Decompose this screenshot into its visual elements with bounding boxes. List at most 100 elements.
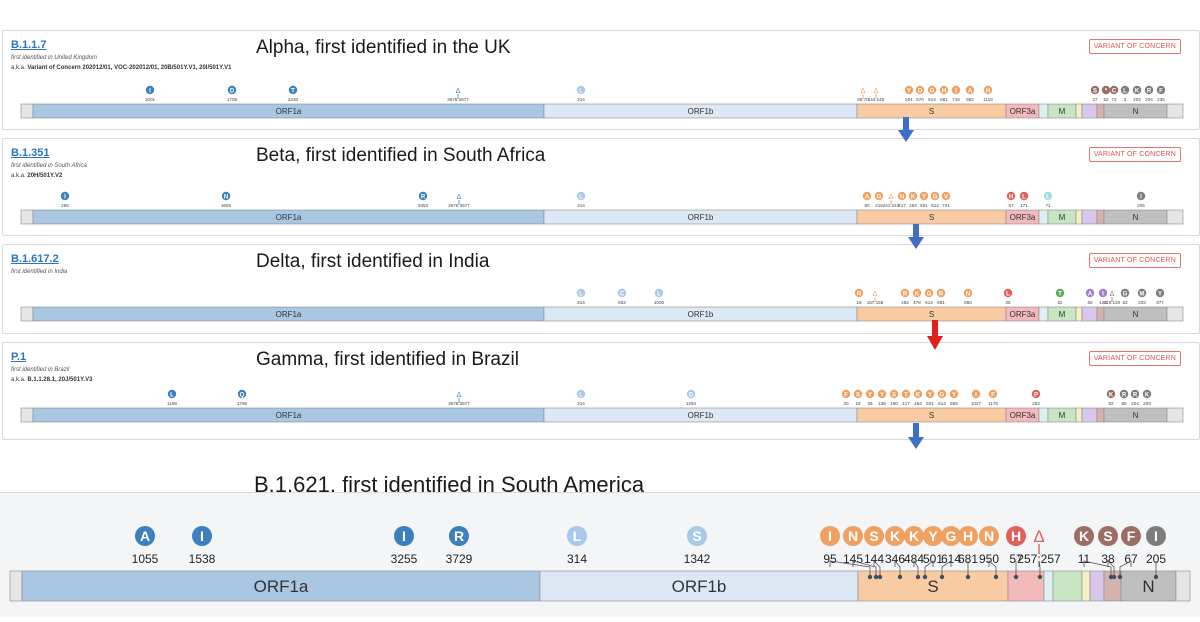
mutation-circle (864, 526, 884, 546)
gene-segment-orf1b (539, 570, 859, 602)
mutation-marker[interactable]: F67 (1121, 526, 1141, 566)
first-identified-text: first identified in United Kingdom (11, 55, 98, 61)
gene-segment-e (1043, 570, 1054, 602)
mutation-label: I (828, 528, 832, 544)
gene-segment-orf3a (1007, 570, 1045, 602)
lineage-link[interactable]: B.1.1.7 (11, 39, 47, 51)
gene-label-n: N (1142, 577, 1154, 596)
gene-segment-pad (9, 570, 23, 602)
mutation-position: 257:257 (1017, 552, 1061, 566)
mutation-position: 1538 (189, 552, 216, 566)
genome-track-large: ORF1a ORF1b S NA1055I1538I3255R3729L314S134… (9, 526, 1191, 602)
variant-of-concern-badge: VARIANT OF CONCERN (1088, 253, 1181, 268)
b1621-panel: ORF1a ORF1b S N A 1055 I 1538 I 3255 R 3729 L 314 S 134… (0, 492, 1200, 617)
gene-segment-orf1a (21, 570, 541, 602)
mutation-circle (1098, 526, 1118, 546)
mutation-position: 11 (1078, 552, 1091, 566)
lineage-link[interactable]: B.1.617.2 (11, 253, 59, 265)
mutation-marker[interactable]: I 95 (820, 526, 840, 566)
mutation-marker[interactable]: K 484 (904, 526, 924, 566)
mutation-circle (135, 526, 155, 546)
mutation-label: Y (928, 528, 938, 544)
mutation-marker[interactable]: S 1342 (684, 526, 711, 566)
mutation-circle (820, 526, 840, 546)
mutation-label: H (1011, 528, 1021, 544)
mutation-label: N (984, 528, 994, 544)
variant-headline: Alpha, first identified in the UK (256, 37, 511, 58)
mutation-marker[interactable]: K 11 (1074, 526, 1094, 566)
lineage-link[interactable]: P.1 (11, 351, 27, 363)
variant-of-concern-badge: VARIANT OF CONCERN (1088, 147, 1181, 162)
mutation-position: 3255 (391, 552, 418, 566)
down-arrow-icon (908, 423, 924, 449)
variant-of-concern-badge: VARIANT OF CONCERN (1088, 39, 1181, 54)
mutation-label: K (890, 528, 900, 544)
mutation-label: L (573, 528, 582, 544)
lineage-link[interactable]: B.1.351 (11, 147, 50, 159)
connector-arrows (898, 117, 943, 449)
mutation-circle (1074, 526, 1094, 546)
mutation-circle (843, 526, 863, 546)
mutation-circle (904, 526, 924, 546)
gene-label-s: S (927, 577, 938, 596)
mutation-label: S (1103, 528, 1112, 544)
mutation-circle (1006, 526, 1026, 546)
aka-text: a.k.a. Variant of Concern 202012/01, VOC… (11, 65, 232, 71)
mutation-marker[interactable]: I 205 (1146, 526, 1166, 566)
mutation-label: K (909, 528, 919, 544)
mutation-label: G (946, 528, 957, 544)
variant-headline: Beta, first identified in South Africa (256, 145, 546, 166)
gene-label-orf1b: ORF1b (672, 577, 727, 596)
mutation-circle (885, 526, 905, 546)
mutation-marker[interactable]: A 1055 (132, 526, 159, 566)
gene-label-orf1a: ORF1a (254, 577, 309, 596)
mutation-label: S (692, 528, 701, 544)
mutation-position: 314 (567, 552, 587, 566)
mutation-marker[interactable]: I 3255 (391, 526, 418, 566)
mutation-marker[interactable]: H 681 (958, 526, 978, 566)
aka-text: a.k.a. 20H/501Y.V2 (11, 173, 63, 179)
variant-headline: Gamma, first identified in Brazil (256, 349, 519, 370)
mutation-circle (958, 526, 978, 546)
mutation-label: S (869, 528, 878, 544)
mutation-marker[interactable]: G 614 (941, 526, 961, 566)
mutation-marker[interactable]: Y 501 (923, 526, 943, 566)
mutation-marker[interactable]: S 144 (864, 526, 884, 566)
down-arrow-icon (898, 117, 914, 142)
down-arrow-red-icon (927, 320, 943, 350)
deletion-icon: Δ (1033, 527, 1044, 546)
mutation-marker[interactable]: Δ 257:257 (1017, 527, 1061, 566)
mutation-circle (567, 526, 587, 546)
mutation-label: K (1079, 528, 1089, 544)
mutation-label: I (1154, 528, 1158, 544)
mutation-circle (979, 526, 999, 546)
mutation-position: 950 (979, 552, 999, 566)
genome-bar: ORF1a ORF1b S N (9, 570, 1191, 602)
mutation-label: F (1127, 528, 1136, 544)
mutation-circle (394, 526, 414, 546)
mutation-position: 484 (904, 552, 924, 566)
mutation-circle (941, 526, 961, 546)
mutation-marker[interactable]: I 1538 (189, 526, 216, 566)
mutation-marker[interactable]: S 38 (1098, 526, 1118, 566)
aka-text: a.k.a. B.1.1.28.1, 20J/501Y.V3 (11, 377, 93, 383)
mutation-marker[interactable]: R 3729 (446, 526, 473, 566)
mutation-circle (1146, 526, 1166, 546)
gene-segment-m (1052, 570, 1083, 602)
mutation-label: I (402, 528, 406, 544)
mutation-position: 614 (941, 552, 961, 566)
mutation-label: N (848, 528, 858, 544)
mutation-marker[interactable]: H 57 (1006, 526, 1026, 566)
down-arrow-icon (908, 224, 924, 249)
mutation-marker[interactable]: L 314 (567, 526, 587, 566)
mutation-position: 95 (823, 552, 837, 566)
mutation-marker[interactable]: N 950 (979, 526, 999, 566)
mutation-position: 346 (885, 552, 905, 566)
mutation-position: 57 (1009, 552, 1023, 566)
mutation-label: A (140, 528, 150, 544)
mutation-marker[interactable]: K 346 (885, 526, 905, 566)
gene-segment-o7 (1089, 570, 1105, 602)
mutation-circle (192, 526, 212, 546)
mutation-circle (923, 526, 943, 546)
